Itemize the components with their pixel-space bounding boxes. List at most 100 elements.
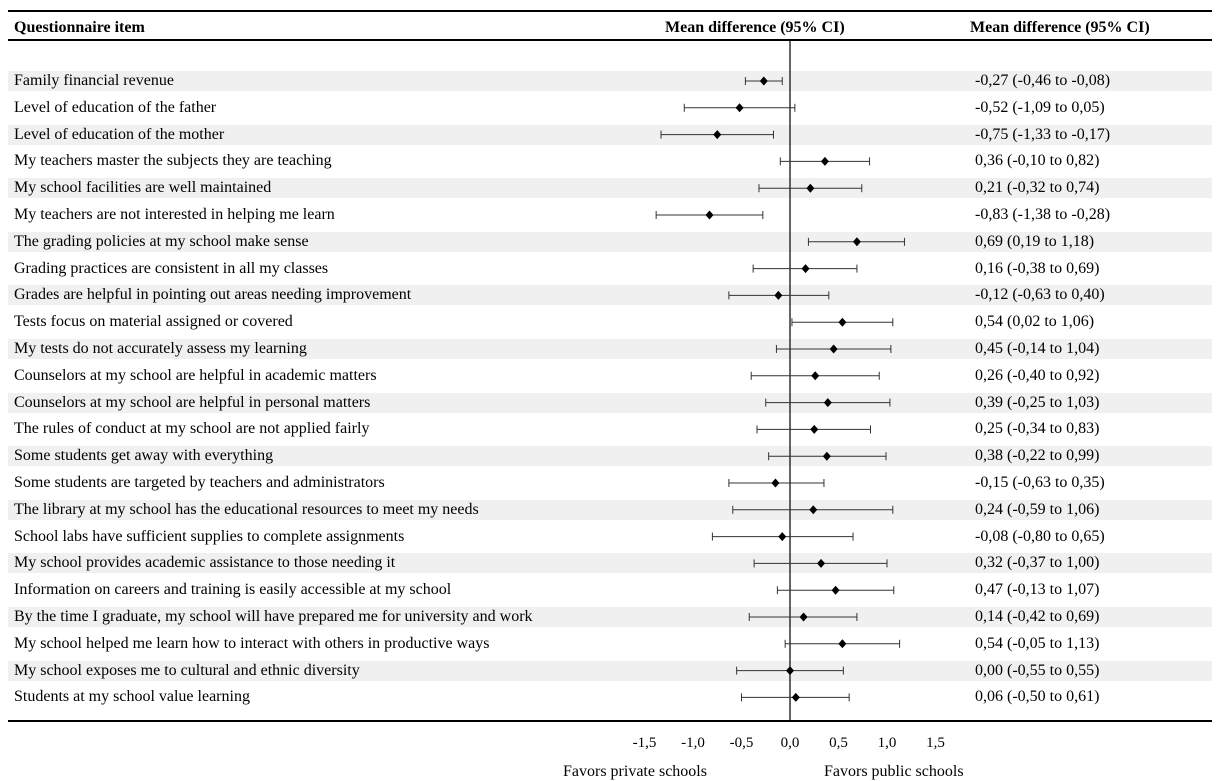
row-stripe: [8, 446, 1212, 467]
row-value-text: 0,36 (-0,10 to 0,82): [975, 152, 1100, 170]
row-value-text: 0,54 (0,02 to 1,06): [975, 313, 1095, 331]
row-value-text: 0,24 (-0,59 to 1,06): [975, 500, 1100, 518]
row-item-label: Some students get away with everything: [14, 447, 274, 465]
mean-point: [791, 692, 800, 702]
mean-point: [771, 478, 780, 488]
row-value-text: 0,47 (-0,13 to 1,07): [975, 581, 1100, 599]
row-item-label: My tests do not accurately assess my lea…: [14, 340, 307, 357]
row-stripe: [8, 285, 1212, 306]
mean-point: [705, 210, 714, 220]
row-value-text: 0,32 (-0,37 to 1,00): [975, 554, 1100, 572]
row-item-label: Counselors at my school are helpful in p…: [14, 393, 371, 411]
row-value-text: 0,21 (-0,32 to 0,74): [975, 179, 1100, 197]
row-item-label: Some students are targeted by teachers a…: [14, 474, 385, 491]
row-stripe: [8, 124, 1212, 145]
row-item-label: Family financial revenue: [14, 72, 174, 89]
mean-point: [810, 424, 819, 434]
row-value-text: -0,52 (-1,09 to 0,05): [975, 98, 1105, 116]
mean-point: [799, 612, 808, 622]
row-item-label: By the time I graduate, my school will h…: [14, 608, 533, 625]
row-stripe: [8, 607, 1212, 627]
row-item-label: The grading policies at my school make s…: [14, 232, 309, 250]
bottom-rule: [8, 720, 1212, 722]
row-item-label: Level of education of the father: [14, 98, 217, 116]
row-value-text: 0,38 (-0,22 to 0,99): [975, 447, 1100, 465]
row-item-label: The library at my school has the educati…: [14, 500, 479, 518]
top-rule: [8, 10, 1212, 12]
row-item-label: The rules of conduct at my school are no…: [14, 420, 370, 438]
row-value-text: 0,14 (-0,42 to 0,69): [975, 608, 1100, 625]
mean-point: [759, 76, 768, 86]
row-item-label: Counselors at my school are helpful in a…: [14, 366, 377, 384]
row-stripe: [8, 499, 1212, 520]
mean-point: [806, 183, 815, 193]
row-item-label: Grades are helpful in pointing out areas…: [14, 286, 412, 304]
row-item-label: My school provides academic assistance t…: [14, 554, 396, 572]
mean-point: [822, 451, 831, 461]
header-rule: [8, 39, 1212, 41]
row-item-label: Grading practices are consistent in all …: [14, 259, 329, 277]
mean-point: [823, 398, 832, 408]
header-values-mean-difference: Mean difference (95% CI): [970, 19, 1150, 36]
mean-point: [831, 585, 840, 595]
row-stripe: [8, 392, 1212, 413]
mean-point: [820, 156, 829, 166]
row-value-text: 0,45 (-0,14 to 1,04): [975, 340, 1100, 357]
row-value-text: 0,39 (-0,25 to 1,03): [975, 393, 1100, 411]
favors-public-label: Favors public schools: [824, 763, 964, 780]
row-value-text: 0,69 (0,19 to 1,18): [975, 232, 1095, 250]
axis-tick-label: -1,5: [632, 735, 657, 751]
row-stripe: [8, 339, 1212, 359]
mean-point: [774, 290, 783, 300]
row-value-text: 0,25 (-0,34 to 0,83): [975, 420, 1100, 438]
mean-point: [852, 237, 861, 247]
row-stripe: [8, 553, 1212, 574]
axis-tick-label: 0,5: [829, 735, 848, 751]
axis-tick-label: -0,5: [729, 735, 754, 751]
mean-point: [817, 558, 826, 568]
row-item-label: Students at my school value learning: [14, 688, 250, 706]
row-value-text: 0,06 (-0,50 to 0,61): [975, 688, 1100, 706]
row-item-label: My school facilities are well maintained: [14, 179, 272, 197]
mean-point: [838, 639, 847, 649]
row-value-text: 0,16 (-0,38 to 0,69): [975, 259, 1100, 277]
axis-tick-label: 1,0: [877, 735, 897, 751]
mean-point: [778, 532, 787, 542]
mean-point: [829, 344, 838, 354]
row-value-text: -0,15 (-0,63 to 0,35): [975, 474, 1105, 491]
mean-point: [735, 103, 744, 113]
row-stripe: [8, 660, 1212, 681]
mean-point: [801, 264, 810, 274]
axis-tick-label: 0,0: [780, 735, 800, 751]
mean-point: [786, 666, 794, 676]
row-item-label: School labs have sufficient supplies to …: [14, 527, 405, 545]
row-stripe: [8, 178, 1212, 199]
axis-tick-label: -1,0: [681, 735, 705, 751]
row-item-label: My teachers master the subjects they are…: [14, 152, 332, 170]
mean-point: [811, 371, 820, 381]
row-value-text: -0,75 (-1,33 to -0,17): [975, 125, 1111, 143]
row-item-label: My teachers are not interested in helpin…: [14, 206, 335, 223]
row-item-label: Level of education of the mother: [14, 125, 225, 143]
row-item-label: Tests focus on material assigned or cove…: [14, 313, 293, 331]
row-item-label: My school exposes me to cultural and eth…: [14, 661, 360, 679]
row-item-label: My school helped me learn how to interac…: [14, 634, 490, 652]
row-stripe: [8, 231, 1212, 252]
row-value-text: 0,54 (-0,05 to 1,13): [975, 634, 1100, 652]
row-item-label: Information on careers and training is e…: [14, 581, 452, 599]
axis-tick-label: 1,5: [926, 735, 945, 751]
header-plot-mean-difference: Mean difference (95% CI): [665, 19, 845, 36]
row-value-text: 0,00 (-0,55 to 0,55): [975, 661, 1100, 679]
row-value-text: -0,27 (-0,46 to -0,08): [975, 72, 1111, 89]
row-value-text: -0,12 (-0,63 to 0,40): [975, 286, 1105, 304]
mean-point: [713, 130, 722, 140]
row-value-text: 0,26 (-0,40 to 0,92): [975, 366, 1100, 384]
mean-point: [838, 317, 847, 327]
row-value-text: -0,08 (-0,80 to 0,65): [975, 527, 1105, 545]
row-stripe: [8, 71, 1212, 91]
favors-private-label: Favors private schools: [563, 763, 707, 780]
header-questionnaire-item: Questionnaire item: [14, 19, 145, 36]
row-value-text: -0,83 (-1,38 to -0,28): [975, 206, 1111, 223]
